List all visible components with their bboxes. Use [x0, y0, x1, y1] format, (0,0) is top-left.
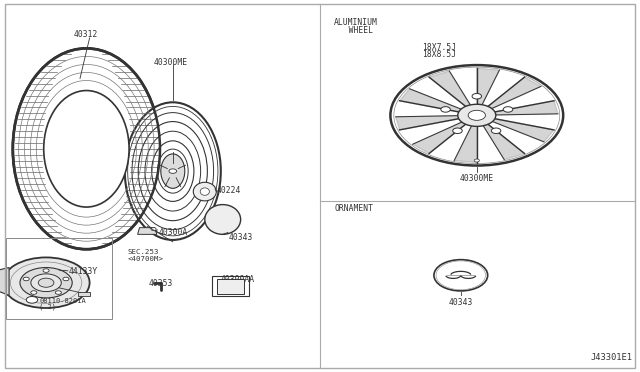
Circle shape [23, 277, 29, 281]
Circle shape [3, 257, 90, 308]
Circle shape [151, 228, 156, 231]
Text: B: B [30, 297, 34, 302]
Text: 40224: 40224 [216, 186, 241, 195]
Polygon shape [138, 228, 157, 234]
Circle shape [43, 269, 49, 272]
Circle shape [452, 128, 462, 134]
Text: ALUMINIUM: ALUMINIUM [334, 18, 378, 27]
Bar [212, 276, 249, 296]
Circle shape [63, 277, 69, 281]
Text: ORNAMENT: ORNAMENT [334, 204, 373, 213]
Bar [78, 292, 90, 296]
Text: 40300AA: 40300AA [221, 275, 255, 284]
Polygon shape [413, 122, 466, 154]
Circle shape [55, 291, 61, 294]
Text: 40353: 40353 [149, 279, 173, 288]
Ellipse shape [44, 90, 129, 207]
Circle shape [38, 278, 54, 287]
Circle shape [468, 110, 486, 120]
Circle shape [31, 291, 37, 294]
Circle shape [31, 274, 61, 292]
Circle shape [434, 260, 488, 291]
Text: 18X8.5J: 18X8.5J [422, 50, 456, 59]
Polygon shape [0, 267, 9, 295]
Polygon shape [477, 68, 499, 105]
Ellipse shape [205, 205, 241, 234]
Text: <40700M>: <40700M> [128, 256, 164, 262]
Ellipse shape [200, 188, 209, 195]
Text: 40300ME: 40300ME [460, 174, 494, 183]
Text: 40343: 40343 [229, 232, 253, 241]
Text: 40300A: 40300A [159, 228, 188, 237]
Ellipse shape [125, 102, 221, 240]
Circle shape [492, 128, 501, 134]
Polygon shape [495, 101, 558, 115]
Circle shape [390, 65, 563, 166]
Text: 40312: 40312 [74, 30, 98, 39]
Polygon shape [493, 119, 554, 142]
Polygon shape [399, 89, 461, 112]
Text: 18X7.5J: 18X7.5J [422, 43, 456, 52]
Polygon shape [396, 116, 459, 130]
Circle shape [26, 296, 38, 303]
Polygon shape [429, 71, 470, 106]
Text: SEC.253: SEC.253 [128, 249, 159, 255]
Circle shape [20, 267, 72, 298]
Polygon shape [488, 77, 541, 109]
Circle shape [441, 107, 451, 112]
Text: 44133Y: 44133Y [69, 267, 99, 276]
Text: 08110-8201A: 08110-8201A [39, 298, 86, 304]
Circle shape [169, 169, 177, 173]
Circle shape [472, 93, 481, 99]
Text: 40300ME: 40300ME [154, 58, 188, 67]
Bar [6, 238, 112, 319]
Text: J43301E1: J43301E1 [590, 353, 632, 362]
Text: 40343: 40343 [449, 298, 473, 307]
Ellipse shape [161, 154, 185, 188]
Circle shape [458, 104, 496, 126]
Ellipse shape [13, 48, 160, 249]
Circle shape [474, 159, 479, 162]
Text: WHEEL: WHEEL [334, 26, 373, 35]
Polygon shape [454, 126, 477, 163]
Text: ( 2): ( 2) [39, 303, 56, 310]
Circle shape [503, 107, 513, 112]
Polygon shape [483, 124, 525, 160]
Ellipse shape [193, 182, 216, 201]
Bar [217, 279, 244, 294]
